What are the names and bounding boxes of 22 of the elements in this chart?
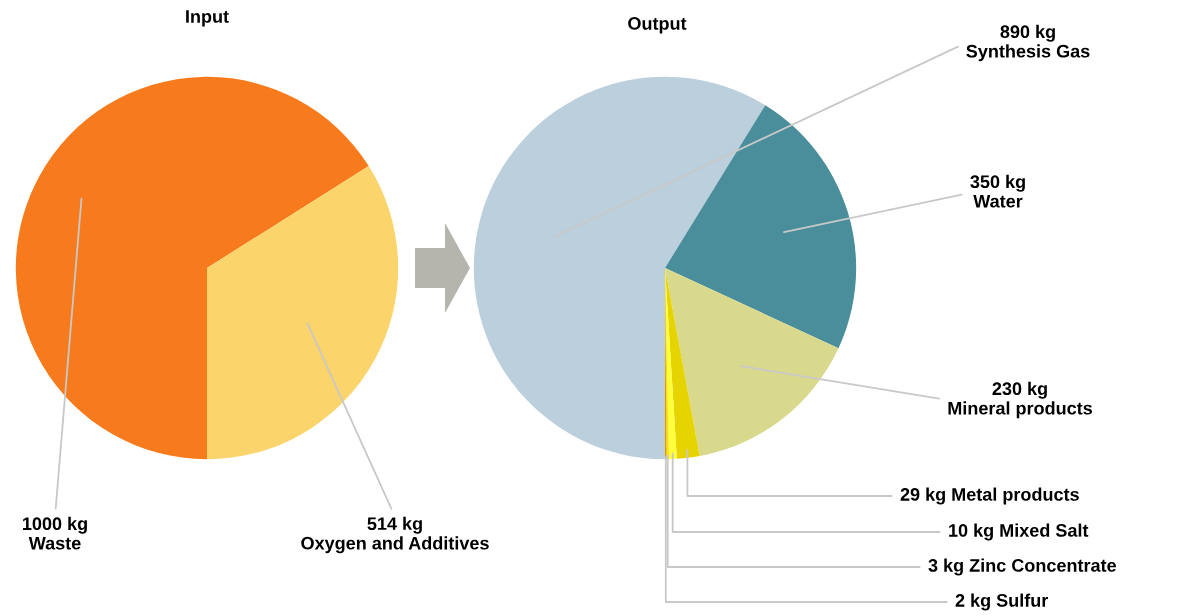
data-label: 350 kg bbox=[970, 174, 1025, 192]
chart-title: Input bbox=[186, 10, 229, 27]
pie-slice bbox=[665, 268, 700, 459]
data-label: 230 kg bbox=[992, 381, 1047, 399]
pie-slice bbox=[473, 76, 766, 460]
slice-label: Waste bbox=[28, 537, 81, 550]
slice-label: 3 kg Zinc Concentrate bbox=[928, 558, 1117, 576]
pie-slice bbox=[15, 76, 369, 460]
chart-title: Output bbox=[628, 17, 687, 34]
slice-label: Synthesis Gas bbox=[966, 44, 1090, 62]
data-label: 890 kg bbox=[1000, 24, 1055, 42]
pie-slice bbox=[665, 268, 839, 456]
data-label: 514 kg bbox=[367, 516, 422, 534]
slice-label: Mineral products bbox=[948, 401, 1092, 419]
slice-label: Oxygen and Additives bbox=[301, 536, 489, 554]
slice-label: 10 kg Mixed Salt bbox=[949, 523, 1089, 541]
data-label: 1000 kg bbox=[23, 516, 87, 534]
slice-label: 2 kg Sulfur bbox=[955, 593, 1049, 611]
slice-label: 29 kg Metal products bbox=[900, 487, 1079, 505]
pie-slice bbox=[207, 166, 399, 460]
slice-label: Water bbox=[973, 195, 1023, 208]
pie-slice bbox=[665, 105, 857, 349]
